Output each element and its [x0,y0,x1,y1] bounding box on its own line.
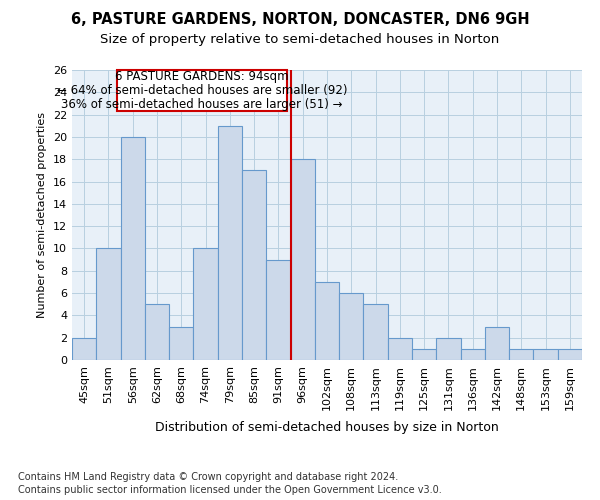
Bar [364,304,388,360]
Bar [388,338,412,360]
Bar [266,260,290,360]
Bar [509,349,533,360]
Bar [461,349,485,360]
Bar [412,349,436,360]
Bar [558,349,582,360]
Bar [485,326,509,360]
FancyBboxPatch shape [117,70,287,112]
Bar [72,338,96,360]
Text: Size of property relative to semi-detached houses in Norton: Size of property relative to semi-detach… [100,32,500,46]
Bar [121,137,145,360]
Text: Contains public sector information licensed under the Open Government Licence v3: Contains public sector information licen… [18,485,442,495]
Bar [242,170,266,360]
Bar [169,326,193,360]
Bar [315,282,339,360]
Bar [96,248,121,360]
Text: 36% of semi-detached houses are larger (51) →: 36% of semi-detached houses are larger (… [61,98,343,111]
Bar [193,248,218,360]
Text: ← 64% of semi-detached houses are smaller (92): ← 64% of semi-detached houses are smalle… [56,84,347,97]
Bar [145,304,169,360]
Y-axis label: Number of semi-detached properties: Number of semi-detached properties [37,112,47,318]
Text: 6 PASTURE GARDENS: 94sqm: 6 PASTURE GARDENS: 94sqm [115,70,289,84]
Text: Contains HM Land Registry data © Crown copyright and database right 2024.: Contains HM Land Registry data © Crown c… [18,472,398,482]
Bar [290,159,315,360]
Text: 6, PASTURE GARDENS, NORTON, DONCASTER, DN6 9GH: 6, PASTURE GARDENS, NORTON, DONCASTER, D… [71,12,529,28]
X-axis label: Distribution of semi-detached houses by size in Norton: Distribution of semi-detached houses by … [155,421,499,434]
Bar [339,293,364,360]
Bar [436,338,461,360]
Bar [533,349,558,360]
Bar [218,126,242,360]
